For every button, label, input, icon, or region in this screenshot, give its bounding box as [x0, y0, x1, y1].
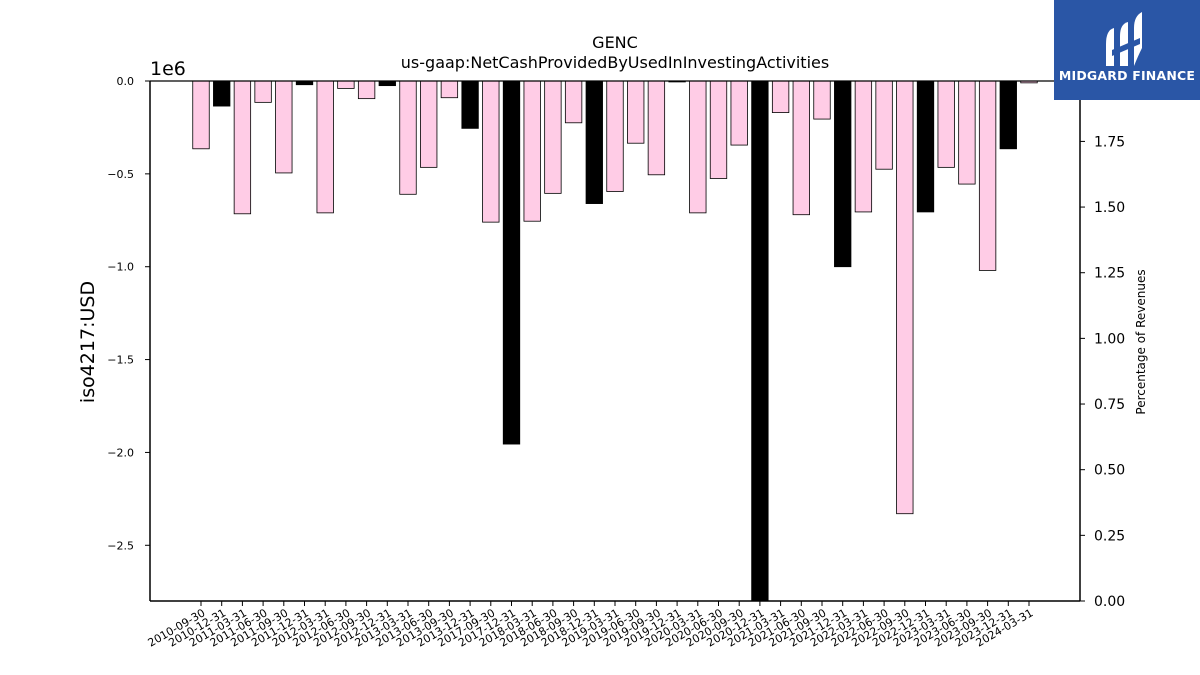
bar-2020-03-31 [689, 80, 707, 214]
y-tick-label: −2.5 [107, 539, 134, 552]
y2-tick-label: 0.00 [1094, 594, 1125, 610]
y2-tick-label: 0.75 [1094, 397, 1125, 413]
bar-2013-12-31 [461, 80, 479, 129]
bar-2018-03-31 [523, 80, 541, 222]
brand-mark-icon [1106, 12, 1142, 66]
y2-tick-label: 0.25 [1094, 528, 1125, 544]
brand-name: MIDGARD FINANCE [1058, 68, 1196, 83]
bar-2012-12-31 [378, 80, 396, 87]
bar-2013-06-30 [420, 80, 438, 168]
bars-group [192, 80, 1038, 602]
y2-tick-label: 1.00 [1094, 331, 1125, 347]
chart-title: GENC [592, 33, 638, 52]
bar-2011-03-31 [233, 80, 252, 215]
bar-2017-12-31 [502, 80, 521, 445]
bar-2010-09-30 [192, 80, 210, 150]
bar-2012-09-30 [357, 80, 376, 100]
bar-2018-06-30 [544, 80, 562, 194]
bar-2011-09-30 [275, 80, 293, 174]
bar-2010-12-31 [213, 80, 231, 107]
bar-2017-09-30 [482, 80, 500, 223]
bar-2020-06-30 [709, 80, 728, 179]
bar-2020-12-31 [751, 80, 769, 602]
bar-2023-09-30 [978, 80, 997, 271]
bar-2023-12-31 [999, 80, 1017, 150]
bar-2022-06-30 [875, 80, 893, 170]
bar-2012-03-31 [316, 80, 334, 214]
y2-axis-label: Percentage of Revenues [1134, 269, 1148, 414]
y-tick-label: −1.0 [107, 261, 134, 274]
bar-2019-09-30 [647, 80, 666, 176]
bar-2019-06-30 [627, 80, 645, 144]
axes-group: 2010-09-302010-12-312011-03-312011-06-30… [107, 75, 1125, 650]
y2-tick-label: 1.75 [1094, 134, 1125, 150]
bar-2023-06-30 [958, 80, 976, 185]
y2-tick-label: 1.50 [1094, 200, 1125, 216]
y2-tick-label: 1.25 [1094, 266, 1125, 282]
bar-2013-03-31 [399, 80, 417, 195]
y-tick-label: −1.5 [107, 354, 134, 367]
bar-2021-06-30 [792, 80, 810, 216]
bar-2021-03-31 [771, 80, 790, 113]
bar-2012-06-30 [337, 80, 355, 89]
bar-2022-03-31 [854, 80, 873, 213]
bar-2011-06-30 [254, 80, 272, 103]
bar-2018-09-30 [564, 80, 583, 124]
bar-2019-03-31 [606, 80, 624, 192]
bar-2020-09-30 [730, 80, 748, 146]
y-tick-label: −2.0 [107, 446, 134, 459]
y-axis-label: iso4217:USD [77, 281, 99, 403]
bar-2021-09-30 [813, 80, 831, 120]
y-tick-label: −0.5 [107, 168, 134, 181]
y-tick-label: 0.0 [117, 75, 135, 88]
bar-2022-12-31 [916, 80, 935, 213]
bar-2021-12-31 [834, 80, 852, 268]
bar-2023-03-31 [937, 80, 955, 168]
brand-logo: MIDGARD FINANCE [1054, 0, 1200, 100]
bar-2022-09-30 [896, 80, 914, 515]
bar-2013-09-30 [440, 80, 459, 99]
chart-subtitle: us-gaap:NetCashProvidedByUsedInInvesting… [401, 53, 829, 72]
bar-2018-12-31 [585, 80, 603, 204]
y2-tick-label: 0.50 [1094, 463, 1125, 479]
y-scale-label: 1e6 [150, 58, 186, 80]
